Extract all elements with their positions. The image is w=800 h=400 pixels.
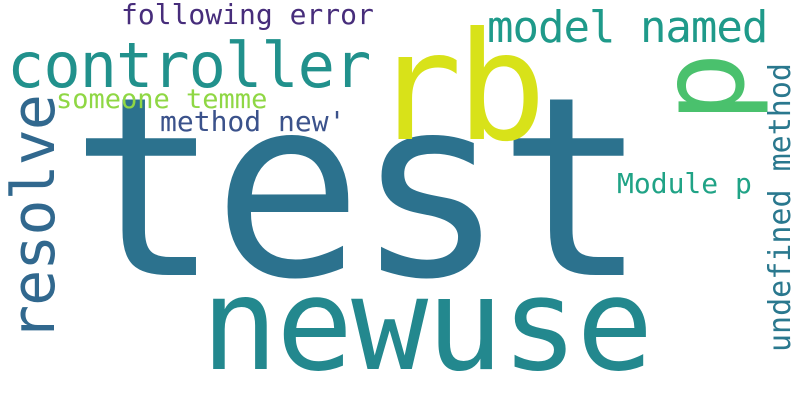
- word-following-error: following error: [121, 0, 374, 31]
- word-newuse: newuse: [201, 251, 653, 400]
- word-module-p: Module p: [617, 167, 752, 200]
- word-model-named: model named: [487, 2, 768, 53]
- word-test: test: [70, 43, 648, 334]
- word-p: p: [633, 51, 771, 123]
- word-undefined-method: undefined method: [763, 63, 798, 352]
- word-controller: controller: [7, 29, 371, 102]
- word-resolve: resolve: [0, 95, 69, 341]
- word-method-new: method new': [160, 105, 346, 138]
- word-someone-temme: someone temme: [56, 84, 268, 115]
- word-rb: rb: [372, 1, 547, 175]
